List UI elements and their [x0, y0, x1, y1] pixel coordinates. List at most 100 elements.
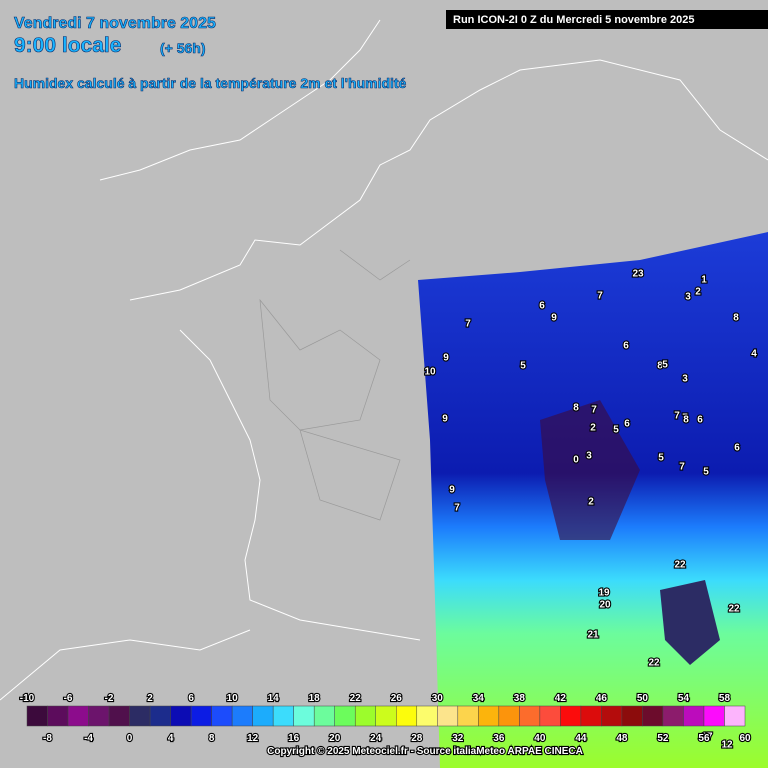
map-value: 2 [590, 423, 596, 434]
legend-swatch [252, 705, 274, 727]
legend-swatch [375, 705, 397, 727]
legend-tick-label: 18 [309, 693, 321, 704]
legend-swatch [354, 705, 376, 727]
legend-swatch [519, 705, 541, 727]
legend-tick-label: 56 [698, 733, 710, 744]
legend-swatch [293, 705, 315, 727]
map-value: 5 [658, 453, 664, 464]
legend-swatch [67, 705, 89, 727]
legend-tick-label: 58 [719, 693, 731, 704]
legend-tick-label: 34 [473, 693, 485, 704]
map-value: 3 [682, 374, 688, 385]
legend-tick-label: 48 [616, 733, 628, 744]
legend-tick-label: 8 [209, 733, 215, 744]
legend: -10-8-6-4-202468101214161820222426283032… [19, 692, 752, 745]
legend-tick-label: 28 [411, 733, 423, 744]
map-value: 8 [657, 361, 663, 372]
legend-swatch [703, 705, 725, 727]
map-value: 0 [573, 455, 579, 466]
map-value: 20 [599, 600, 611, 611]
legend-tick-label: 2 [147, 693, 153, 704]
legend-swatch [621, 705, 643, 727]
map-value: 1 [701, 275, 707, 286]
legend-swatch [26, 705, 48, 727]
legend-tick-label: 36 [493, 733, 505, 744]
legend-tick-label: 52 [657, 733, 669, 744]
legend-tick-label: 42 [555, 693, 567, 704]
map-value: 8 [683, 415, 689, 426]
legend-swatch [334, 705, 356, 727]
legend-tick-label: 26 [391, 693, 403, 704]
map-value: 9 [442, 414, 448, 425]
map-value: 9 [449, 485, 455, 496]
map-value: 6 [623, 341, 629, 352]
legend-tick-label: 12 [247, 733, 259, 744]
legend-tick-label: -6 [64, 693, 73, 704]
map-value: 7 [674, 411, 680, 422]
legend-tick-label: -2 [105, 693, 114, 704]
legend-tick-label: 44 [575, 733, 587, 744]
map-value: 10 [424, 367, 436, 378]
legend-tick-label: 0 [127, 733, 133, 744]
legend-swatch [313, 705, 335, 727]
map-value: 7 [454, 503, 460, 514]
legend-swatch [560, 705, 582, 727]
legend-tick-label: -4 [84, 733, 93, 744]
map-value: 6 [734, 443, 740, 454]
map-value: 7 [591, 405, 597, 416]
map-value: 5 [613, 425, 619, 436]
legend-tick-label: 38 [514, 693, 526, 704]
legend-swatch [457, 705, 479, 727]
legend-swatch [437, 705, 459, 727]
legend-tick-label: 14 [268, 693, 280, 704]
map-value: 19 [598, 588, 610, 599]
map-value: 2 [588, 497, 594, 508]
map-value: 22 [728, 604, 740, 615]
legend-tick-label: 30 [432, 693, 444, 704]
legend-tick-label: 20 [329, 733, 341, 744]
legend-swatch [601, 705, 623, 727]
map-value: 7 [679, 462, 685, 473]
map-value: 23 [632, 269, 644, 280]
description: Humidex calculé à partir de la températu… [14, 75, 407, 91]
map-value: 3 [586, 451, 592, 462]
time: 9:00 locale [14, 34, 121, 57]
legend-swatch [108, 705, 130, 727]
map-value: 3 [685, 292, 691, 303]
legend-tick-label: -8 [43, 733, 52, 744]
legend-tick-label: 54 [678, 693, 690, 704]
run-box [446, 10, 768, 29]
legend-tick-label: 16 [288, 733, 300, 744]
map-value: 7 [682, 413, 688, 424]
map-value: 7 [597, 291, 603, 302]
legend-tick-label: 50 [637, 693, 649, 704]
map-value: 7 [465, 319, 471, 330]
map-value: 17 [701, 732, 713, 743]
legend-swatch [642, 705, 664, 727]
map-value: 21 [587, 630, 599, 641]
legend-tick-label: 10 [227, 693, 239, 704]
map-value: 4 [751, 349, 757, 360]
legend-swatch [539, 705, 561, 727]
legend-swatch [416, 705, 438, 727]
copyright: Copyright © 2025 Meteociel.fr - Source i… [267, 746, 583, 757]
legend-swatch [272, 705, 294, 727]
map-value: 6 [624, 419, 630, 430]
map-value: 2 [695, 287, 701, 298]
legend-tick-label: 22 [350, 693, 362, 704]
legend-swatch [662, 705, 684, 727]
date: Vendredi 7 novembre 2025 [14, 15, 216, 32]
map-value: 5 [520, 361, 526, 372]
legend-swatch [170, 705, 192, 727]
legend-swatch [190, 705, 212, 727]
lead-time: (+ 56h) [160, 40, 206, 56]
cold-zone [660, 580, 720, 665]
legend-swatch [580, 705, 602, 727]
legend-tick-label: 6 [188, 693, 194, 704]
legend-swatch [724, 705, 746, 727]
legend-tick-label: 4 [168, 733, 174, 744]
legend-swatch [47, 705, 69, 727]
cold-zone [540, 400, 640, 540]
legend-swatch [683, 705, 705, 727]
